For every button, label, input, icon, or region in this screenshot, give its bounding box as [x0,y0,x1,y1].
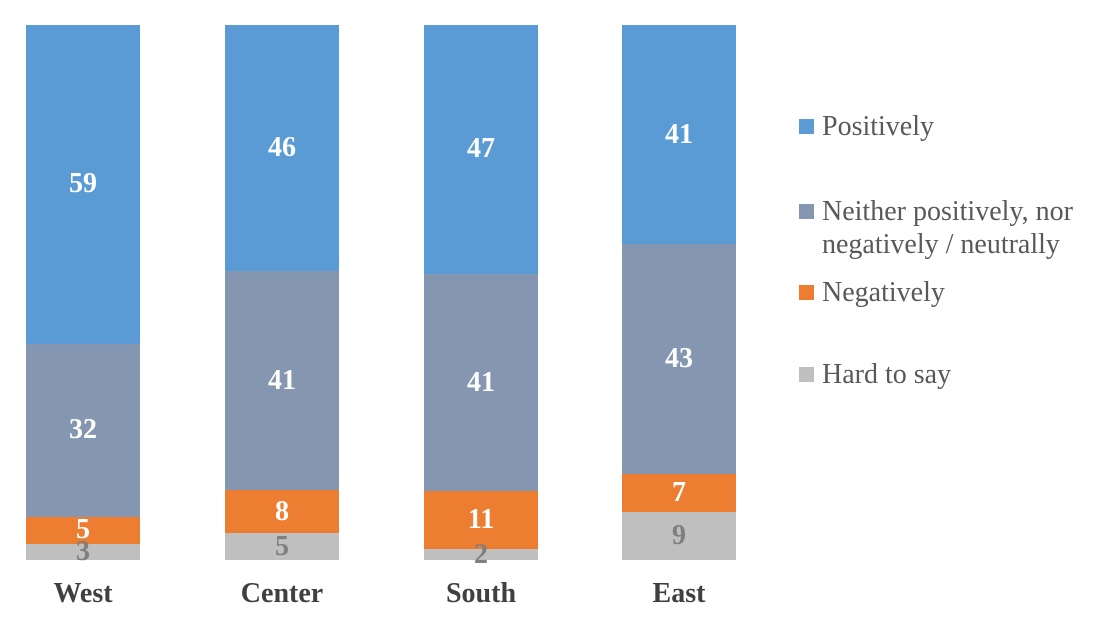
category-label: Center [240,578,324,609]
bar-value-label: 47 [467,133,495,165]
bar-value-label: 32 [69,414,97,446]
bar-value-label: 59 [69,168,97,200]
bar-center: 46 41 8 5 [225,25,339,560]
category-label: West [53,578,113,609]
bar-south: 47 41 11 2 [424,25,538,568]
bar-segment: 3 [26,537,140,565]
bar-value-label: 46 [268,132,296,164]
bar-segment: 7 [622,474,736,512]
bar-segment: 32 [26,343,140,517]
bar-segment: 5 [26,514,140,546]
bar-value-label: 43 [665,343,693,375]
bar-value-label: 3 [76,535,90,567]
legend-swatch-icon [799,367,814,382]
bar-segment: 41 [622,25,736,245]
bar-value-label: 5 [275,530,289,562]
bar-value-label: 41 [467,366,495,398]
bar-value-label: 11 [467,504,495,536]
bar-value-label: 41 [268,364,296,396]
bar-segment: 8 [225,490,339,534]
legend-item: Neither positively, nor negatively / neu… [799,195,1111,261]
bar-segment: 43 [622,244,736,475]
legend: Positively Neither positively, nor negati… [799,110,1111,391]
bar-east: 41 43 7 9 [622,25,736,560]
bar-west: 59 32 5 3 [26,25,140,565]
bar-segment: 11 [424,491,538,550]
category-label: South [445,578,517,609]
bar-segment: 9 [622,511,736,560]
legend-label: Hard to say [822,359,952,390]
bar-segment: 2 [424,540,538,568]
bar-segment: 41 [424,273,538,492]
bar-segment: 59 [26,25,140,344]
bar-segment: 5 [225,530,339,562]
legend-swatch-icon [799,119,814,134]
bar-value-label: 5 [76,514,90,546]
bar-segment: 41 [225,271,339,491]
legend-label: Neither positively, nor negatively / neu… [822,196,1073,260]
bar-value-label: 8 [275,495,289,527]
bar-segment: 46 [225,25,339,272]
legend-label: Negatively [822,277,945,308]
legend-item: Negatively [799,276,1111,309]
legend-label: Positively [822,111,935,142]
legend-item: Hard to say [799,358,1111,391]
legend-swatch-icon [799,285,814,300]
bar-value-label: 9 [672,519,686,551]
category-label: East [652,578,706,609]
legend-item: Positively [799,110,1111,143]
bar-value-label: 7 [672,477,686,509]
bar-value-label: 2 [474,538,488,570]
bar-segment: 47 [424,25,538,274]
bar-value-label: 41 [665,118,693,150]
legend-swatch-icon [799,204,814,219]
